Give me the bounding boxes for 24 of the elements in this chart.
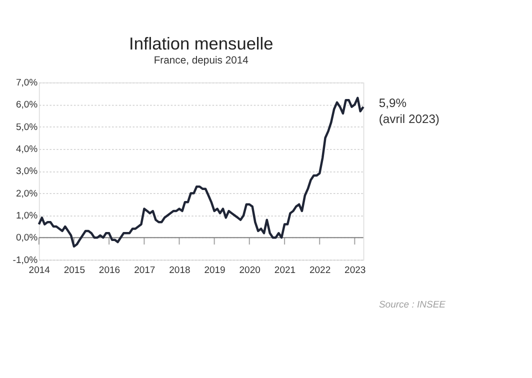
y-tick-label: 4,0% [16,144,38,155]
y-tick-label: -1,0% [12,254,38,266]
chart-subtitle: France, depuis 2014 [154,55,249,66]
y-tick-label: 5,0% [16,122,38,133]
y-tick-label: 3,0% [16,166,38,178]
x-tick-label: 2017 [134,265,156,276]
source-note: Source : INSEE [378,299,446,310]
y-tick-label: 6,0% [16,100,38,111]
y-tick-label: 2,0% [16,188,38,200]
x-tick-label: 2018 [169,265,190,276]
x-tick-label: 2022 [309,265,331,276]
y-tick-label: 1,0% [16,210,38,222]
chart-title: Inflation mensuelle [129,34,274,54]
y-tick-label: 0,0% [16,232,38,244]
y-tick-label: 7,0% [16,77,38,88]
annotation: 5,9% (avril 2023) [378,96,440,126]
x-tick-label: 2015 [64,265,85,276]
x-tick-label: 2014 [28,265,50,276]
x-tick-label: 2016 [98,265,120,276]
x-tick-label: 2021 [274,265,296,276]
x-tick-label: 2020 [239,265,260,276]
x-tick-label: 2019 [204,265,226,276]
line-series [38,96,364,248]
x-tick-label: 2023 [344,265,366,276]
